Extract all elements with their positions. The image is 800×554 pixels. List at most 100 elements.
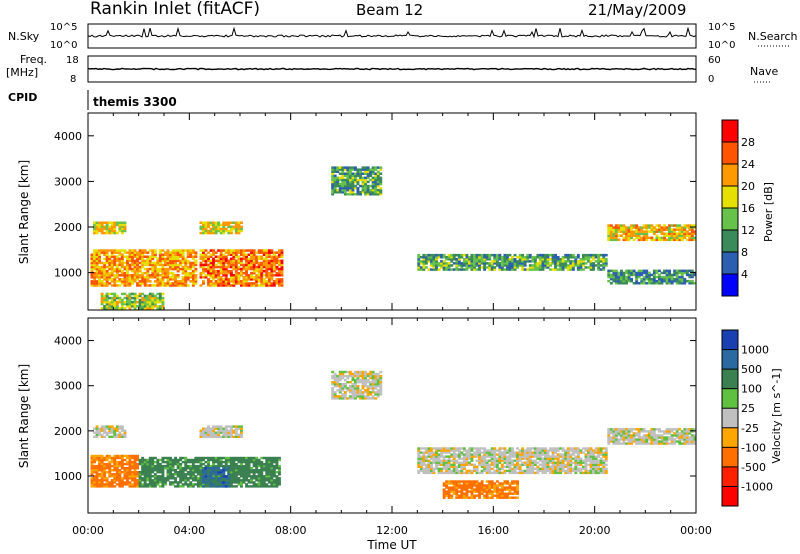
heatmap-cell bbox=[366, 166, 370, 169]
heatmap-cell bbox=[98, 267, 101, 271]
heatmap-cell bbox=[422, 264, 426, 267]
heatmap-cell bbox=[475, 258, 479, 261]
heatmap-cell bbox=[597, 447, 601, 450]
heatmap-cell bbox=[247, 469, 251, 472]
heatmap-cell bbox=[138, 462, 142, 466]
heatmap-cell bbox=[341, 188, 345, 192]
heatmap-cell bbox=[202, 435, 205, 438]
heatmap-cell bbox=[153, 467, 157, 470]
heatmap-cell bbox=[582, 467, 585, 470]
heatmap-cell bbox=[663, 228, 666, 231]
heatmap-cell bbox=[229, 276, 233, 279]
heatmap-cell bbox=[143, 477, 147, 480]
heatmap-cell bbox=[191, 471, 195, 474]
heatmap-cell bbox=[376, 395, 380, 398]
heatmap-cell bbox=[430, 264, 433, 267]
heatmap-cell bbox=[189, 460, 193, 464]
heatmap-cell bbox=[364, 188, 367, 192]
heatmap-cell bbox=[166, 263, 170, 267]
heatmap-cell bbox=[354, 168, 357, 171]
heatmap-cell bbox=[95, 431, 99, 434]
heatmap-cell bbox=[95, 271, 99, 275]
heatmap-cell bbox=[369, 374, 373, 378]
heatmap-cell bbox=[126, 255, 129, 258]
heatmap-cell bbox=[250, 479, 253, 482]
heatmap-cell bbox=[374, 174, 378, 178]
heatmap-cell bbox=[544, 465, 547, 468]
heatmap-cell bbox=[227, 231, 231, 235]
heatmap-cell bbox=[356, 391, 360, 394]
heatmap-cell bbox=[194, 456, 198, 460]
heatmap-cell bbox=[333, 188, 337, 192]
heatmap-cell bbox=[351, 395, 355, 398]
heatmap-cell bbox=[503, 449, 507, 452]
heatmap-cell bbox=[118, 229, 122, 233]
heatmap-cell bbox=[237, 464, 241, 468]
heatmap-cell bbox=[366, 170, 370, 173]
heatmap-cell bbox=[255, 475, 259, 478]
heatmap-cell bbox=[559, 455, 563, 458]
heatmap-cell bbox=[224, 249, 228, 252]
heatmap-cell bbox=[614, 236, 618, 240]
heatmap-cell bbox=[462, 455, 466, 458]
heatmap-cell bbox=[359, 381, 362, 384]
heatmap-cell bbox=[224, 274, 228, 277]
heatmap-cell bbox=[346, 193, 350, 196]
heatmap-cell bbox=[369, 397, 373, 400]
heatmap-cell bbox=[113, 473, 117, 476]
heatmap-cell bbox=[366, 374, 370, 378]
heatmap-cell bbox=[217, 280, 221, 283]
heatmap-cell bbox=[191, 467, 195, 470]
heatmap-cell bbox=[260, 249, 264, 252]
heatmap-cell bbox=[533, 461, 537, 464]
heatmap-cell bbox=[227, 223, 231, 227]
heatmap-cell bbox=[227, 251, 231, 254]
heatmap-cell bbox=[118, 221, 122, 224]
heatmap-cell bbox=[237, 427, 241, 430]
heatmap-cell bbox=[265, 280, 269, 283]
heatmap-cell bbox=[164, 261, 167, 265]
heatmap-cell bbox=[503, 447, 507, 450]
heatmap-cell bbox=[252, 271, 256, 275]
heatmap-cell bbox=[690, 236, 694, 240]
heatmap-cell bbox=[207, 456, 210, 460]
heatmap-cell bbox=[267, 460, 271, 464]
heatmap-cell bbox=[371, 182, 375, 186]
heatmap-cell bbox=[240, 221, 243, 224]
heatmap-cell bbox=[169, 259, 172, 263]
heatmap-cell bbox=[556, 459, 560, 462]
heatmap-cell bbox=[153, 251, 157, 254]
heatmap-cell bbox=[252, 259, 256, 263]
heatmap-cell bbox=[655, 442, 659, 445]
heatmap-cell bbox=[620, 434, 623, 437]
heatmap-cell bbox=[576, 447, 580, 450]
heatmap-cell bbox=[627, 432, 631, 435]
heatmap-cell bbox=[250, 265, 253, 269]
heatmap-cell bbox=[538, 260, 542, 263]
heatmap-cell bbox=[204, 225, 208, 229]
heatmap-cell bbox=[430, 465, 433, 468]
heatmap-cell bbox=[158, 269, 162, 273]
heatmap-cell bbox=[194, 259, 198, 263]
heatmap-cell bbox=[108, 454, 112, 458]
heatmap-cell bbox=[189, 253, 193, 256]
heatmap-cell bbox=[371, 176, 375, 180]
heatmap-cell bbox=[536, 471, 540, 475]
heatmap-cell bbox=[207, 269, 210, 273]
heatmap-cell bbox=[417, 461, 421, 464]
heatmap-cell bbox=[490, 447, 494, 450]
heatmap-cell bbox=[485, 256, 489, 259]
heatmap-cell bbox=[100, 469, 104, 472]
heatmap-cell bbox=[518, 465, 522, 468]
heatmap-cell bbox=[607, 232, 611, 235]
heatmap-cell bbox=[100, 425, 104, 428]
heatmap-cell bbox=[457, 268, 461, 271]
heatmap-cell bbox=[169, 251, 172, 254]
heatmap-cell bbox=[110, 249, 114, 252]
heatmap-cell bbox=[354, 387, 357, 390]
heatmap-cell bbox=[176, 483, 180, 486]
heatmap-cell bbox=[427, 455, 431, 458]
heatmap-cell bbox=[153, 253, 157, 256]
heatmap-cell bbox=[136, 483, 139, 486]
colorbar-swatch bbox=[722, 142, 738, 165]
